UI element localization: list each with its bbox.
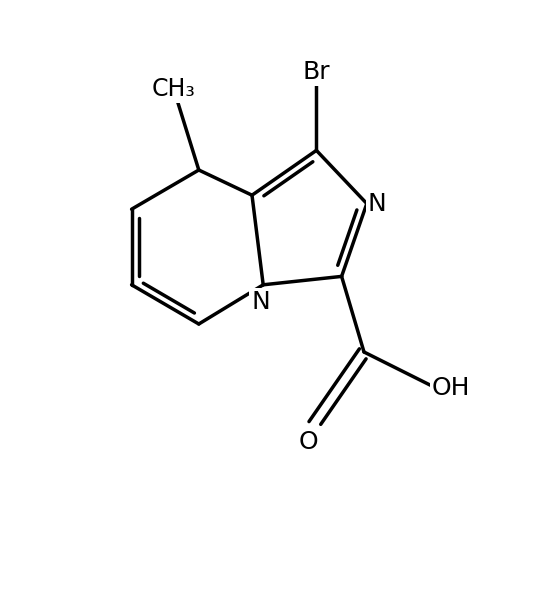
Text: Br: Br — [302, 60, 330, 84]
Text: CH₃: CH₃ — [152, 77, 195, 101]
Text: N: N — [251, 289, 270, 314]
Text: O: O — [298, 430, 318, 453]
Text: N: N — [367, 192, 386, 215]
Text: OH: OH — [432, 377, 470, 400]
